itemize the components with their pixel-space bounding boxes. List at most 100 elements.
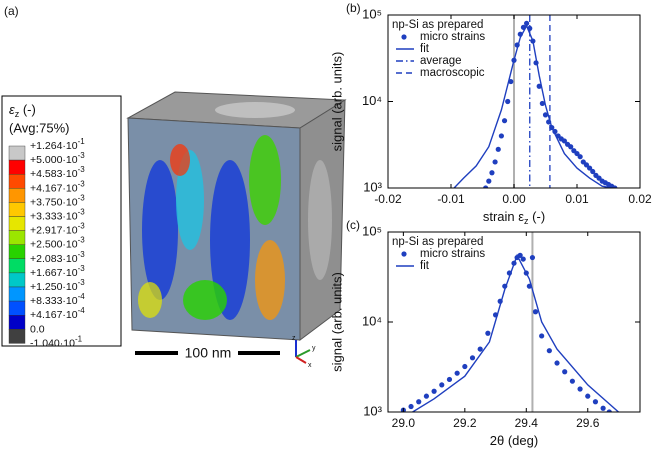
panel-label: (a)	[4, 4, 19, 18]
x-tick-label: 0.02	[628, 192, 652, 206]
x-tick-label: -0.01	[437, 192, 465, 206]
data-point	[477, 346, 483, 352]
y-tick-label: 10⁵	[362, 6, 382, 21]
colorbar-label: +3.750·10-3	[30, 194, 85, 209]
render	[126, 91, 347, 341]
data-point	[485, 330, 491, 336]
data-point	[577, 154, 583, 160]
data-point	[539, 100, 545, 107]
triad-label: x	[308, 362, 312, 369]
data-point	[446, 376, 453, 383]
label-exponent: -3	[78, 179, 86, 188]
colorbar-label: +2.500·10-3	[30, 236, 85, 251]
data-point	[520, 256, 526, 262]
legend-label: micro strains	[420, 31, 485, 43]
colorbar-swatch	[8, 329, 26, 344]
colorbar: εz (-) (Avg:75%) +1.264·10-1+5.000·10-3+…	[1, 95, 122, 350]
colorbar-label: +3.333·10-3	[30, 208, 85, 223]
colorbar-label: +1.250·10-3	[30, 278, 85, 293]
data-point	[592, 399, 599, 405]
legend-label: macroscopic	[420, 67, 485, 79]
label-exponent: -3	[78, 222, 86, 231]
data-point	[495, 146, 501, 152]
x-tick-label: 29.6	[576, 416, 600, 430]
fit-line	[453, 24, 612, 188]
data-point	[423, 393, 430, 399]
label-exponent: -3	[78, 165, 86, 174]
panel-label: (c)	[346, 218, 360, 232]
legend-label: micro strains	[420, 248, 485, 260]
data-point	[574, 150, 580, 157]
label-exponent: -3	[78, 194, 86, 203]
label-mantissa: +1.667·10	[30, 267, 78, 279]
data-point	[568, 144, 574, 150]
colorbar-label: -1.040·10-1	[30, 335, 83, 350]
legend-title: np-Si as prepared	[392, 19, 483, 31]
colorbar-label: +1.667·10-3	[30, 264, 85, 279]
data-point	[408, 403, 414, 410]
y-tick-label: 10³	[363, 403, 382, 418]
y-axis-label: signal (arb. units)	[329, 272, 344, 372]
y-axis-label: signal (arb. units)	[329, 52, 344, 152]
colorbar-label: +4.583·10-3	[30, 165, 85, 180]
data-point	[577, 386, 583, 392]
x-tick-label: 29.4	[515, 416, 539, 430]
colorbar-swatch	[8, 258, 26, 274]
label-mantissa: 0.0	[30, 323, 45, 335]
plot-frame	[387, 14, 641, 189]
y-tick-label: 10³	[363, 179, 382, 194]
label-exponent: -4	[78, 292, 86, 301]
legend-label: average	[420, 55, 462, 67]
colorbar-label: +8.333·10-4	[30, 292, 85, 307]
colorbar-swatch	[8, 286, 26, 302]
data-point	[469, 355, 476, 361]
label-exponent: -3	[78, 208, 86, 217]
data-point	[554, 360, 560, 366]
x-label-main: 2θ (deg)	[490, 433, 538, 448]
label-mantissa: +2.083·10	[30, 253, 78, 265]
label-mantissa: +8.333·10	[30, 295, 78, 307]
colorbar-swatch	[8, 244, 26, 259]
legend-label: fit	[420, 260, 430, 272]
data-point	[606, 409, 612, 412]
data-point	[454, 370, 460, 376]
colorbar-swatch	[8, 230, 26, 245]
data-point	[583, 162, 590, 168]
x-tick-label: 29.2	[453, 416, 477, 430]
x-label-sub: z	[524, 216, 529, 226]
data-point	[462, 363, 468, 370]
y-tick-label: 10⁵	[362, 223, 382, 238]
x-tick-label: 0.01	[565, 192, 589, 206]
data-point	[416, 399, 422, 405]
axis-triad: z y x	[292, 335, 316, 369]
data-point	[562, 369, 568, 375]
x-tick-label: -0.02	[374, 192, 402, 206]
label-exponent: -4	[78, 306, 86, 315]
colorbar-label: +2.083·10-3	[30, 250, 85, 265]
data-point	[483, 185, 489, 188]
colorbar-label: +4.167·10-3	[30, 179, 85, 194]
data-point	[492, 159, 498, 165]
label-exponent: -3	[78, 264, 86, 273]
colorbar-swatch	[8, 173, 26, 189]
data-point	[542, 112, 549, 118]
label-mantissa: +1.264·10	[30, 140, 78, 152]
x-axis-label: strain εz (-)	[483, 209, 545, 226]
data-point	[585, 393, 591, 399]
label-mantissa: +3.750·10	[30, 196, 78, 208]
label-mantissa: +1.250·10	[30, 281, 78, 293]
data-point	[524, 20, 530, 26]
colorbar-title: εz (-)	[9, 102, 36, 119]
label-exponent: -3	[78, 250, 86, 259]
panel-label: (b)	[346, 1, 361, 15]
label-exponent: -3	[78, 278, 86, 287]
colorbar-swatch	[8, 315, 26, 330]
plot-frame	[387, 231, 641, 413]
colorbar-label: +2.917·10-3	[30, 222, 85, 237]
colorbar-label: +5.000·10-3	[30, 151, 85, 166]
data-point	[517, 252, 523, 258]
colorbar-swatch	[8, 145, 26, 161]
y-tick-label: 10⁴	[362, 93, 382, 108]
legend-swatch	[401, 251, 407, 257]
data-point	[532, 309, 539, 315]
